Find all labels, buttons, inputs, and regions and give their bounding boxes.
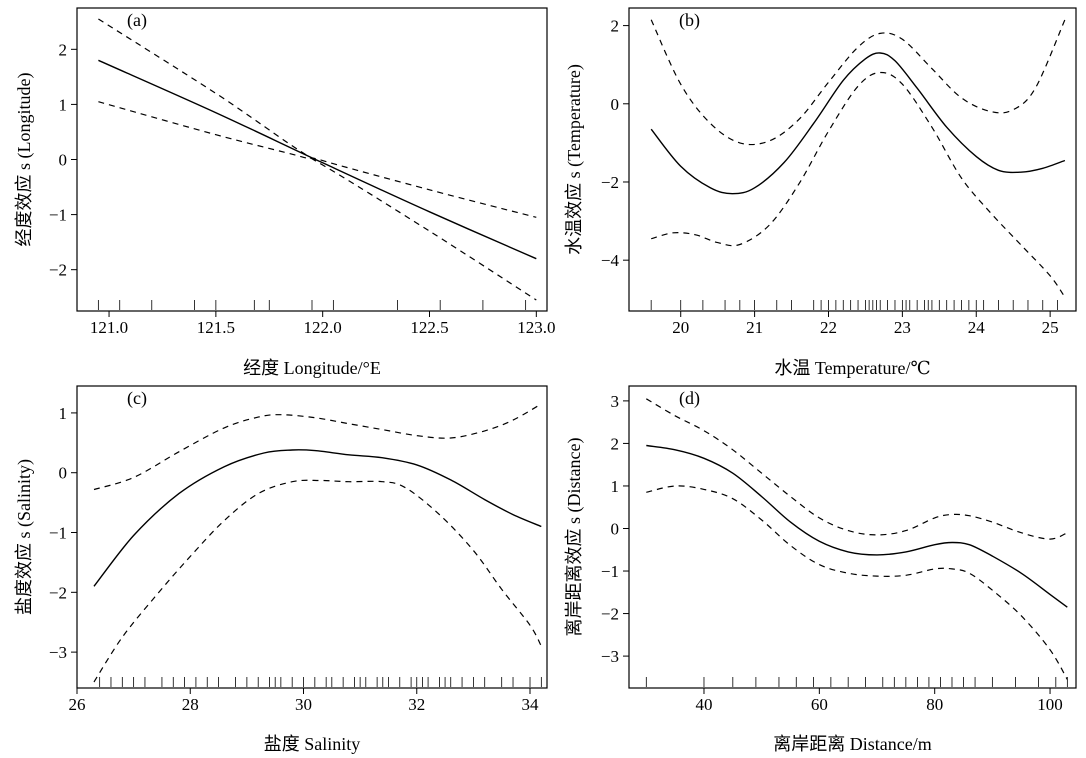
fitted-curve — [93, 449, 542, 587]
x-tick-label: 122.0 — [304, 318, 342, 337]
plot-frame — [76, 385, 548, 689]
x-tick-label: 21 — [746, 318, 763, 337]
x-tick-label: 22 — [820, 318, 837, 337]
panel-4: 40 60 80 100 −3 −2 −1 0 1 2 3 (d) 离岸距离 Distance/m 离岸距… — [564, 385, 1077, 754]
panel-2: 20 21 22 23 24 25 −4 −2 0 2 (b) 水温 Temperature/℃ 水温效… — [564, 7, 1077, 378]
y-tick-label: −2 — [601, 605, 619, 624]
x-tick-label: 123.0 — [517, 318, 555, 337]
y-axis-title: 离岸距离效应 s (Distance) — [564, 438, 585, 637]
upper-ci-curve — [98, 18, 537, 218]
x-axis-title: 离岸距离 Distance/m — [773, 734, 931, 754]
y-tick-label: 2 — [611, 434, 620, 453]
y-tick-label: 2 — [611, 17, 620, 36]
x-tick-label: 60 — [811, 695, 828, 714]
x-tick-label: 80 — [926, 695, 943, 714]
x-tick-label: 23 — [894, 318, 911, 337]
y-tick-label: 1 — [611, 477, 620, 496]
x-axis-title: 经度 Longitude/°E — [243, 358, 381, 378]
y-tick-label: −1 — [49, 206, 67, 225]
fitted-curve — [646, 444, 1068, 608]
y-axis-title: 经度效应 s (Longitude) — [14, 73, 35, 247]
y-tick-label: 0 — [611, 95, 620, 114]
y-tick-label: 0 — [611, 519, 620, 538]
plot-frame — [628, 385, 1077, 689]
lower-ci-curve — [651, 71, 1066, 298]
panel-label: (b) — [679, 10, 700, 31]
x-axis-title: 盐度 Salinity — [264, 734, 361, 754]
x-tick-label: 122.5 — [410, 318, 448, 337]
lower-ci-curve — [646, 485, 1068, 680]
x-tick-label: 30 — [295, 695, 312, 714]
y-axis-title: 盐度效应 s (Salinity) — [14, 459, 35, 615]
lower-ci-curve — [93, 479, 542, 683]
fitted-curve — [650, 52, 1066, 195]
x-tick-label: 24 — [968, 318, 986, 337]
x-tick-label: 100 — [1037, 695, 1063, 714]
panel-label: (d) — [679, 388, 700, 409]
y-tick-label: 1 — [59, 404, 68, 423]
y-tick-label: −1 — [601, 562, 619, 581]
x-tick-label: 32 — [408, 695, 425, 714]
upper-ci-curve — [650, 19, 1066, 146]
panel-label: (a) — [127, 10, 147, 31]
fitted-curve — [98, 59, 537, 260]
y-tick-label: −4 — [601, 251, 620, 270]
x-tick-label: 20 — [672, 318, 689, 337]
x-tick-label: 34 — [522, 695, 540, 714]
y-tick-label: 3 — [611, 392, 620, 411]
y-tick-label: 0 — [59, 464, 68, 483]
upper-ci-curve — [93, 403, 542, 491]
x-tick-label: 121.5 — [197, 318, 235, 337]
y-tick-label: −2 — [49, 261, 67, 280]
panel-1: 121.0 121.5 122.0 122.5 123.0 −2 −1 0 1 2 (a) 经度 Lo… — [14, 7, 555, 378]
y-tick-label: −2 — [601, 173, 619, 192]
x-tick-label: 28 — [182, 695, 199, 714]
x-tick-label: 40 — [695, 695, 712, 714]
x-tick-label: 121.0 — [90, 318, 128, 337]
upper-ci-curve — [645, 398, 1068, 540]
x-tick-label: 25 — [1042, 318, 1059, 337]
y-axis-title: 水温效应 s (Temperature) — [564, 64, 585, 255]
y-tick-label: −3 — [601, 647, 619, 666]
y-tick-label: −3 — [49, 643, 67, 662]
y-tick-label: 0 — [59, 151, 68, 170]
plot-frame — [76, 7, 548, 312]
y-tick-label: 1 — [59, 95, 68, 114]
panel-3: 26 28 30 32 34 −3 −2 −1 0 1 (c) 盐度 Salinity 盐度效应 s (… — [14, 385, 548, 754]
y-tick-label: −1 — [49, 524, 67, 543]
plot-frame — [628, 7, 1077, 312]
panel-label: (c) — [127, 388, 147, 409]
x-axis-title: 水温 Temperature/℃ — [774, 358, 930, 378]
lower-ci-curve — [98, 101, 537, 301]
y-tick-label: 2 — [59, 40, 68, 59]
x-tick-label: 26 — [69, 695, 86, 714]
y-tick-label: −2 — [49, 583, 67, 602]
